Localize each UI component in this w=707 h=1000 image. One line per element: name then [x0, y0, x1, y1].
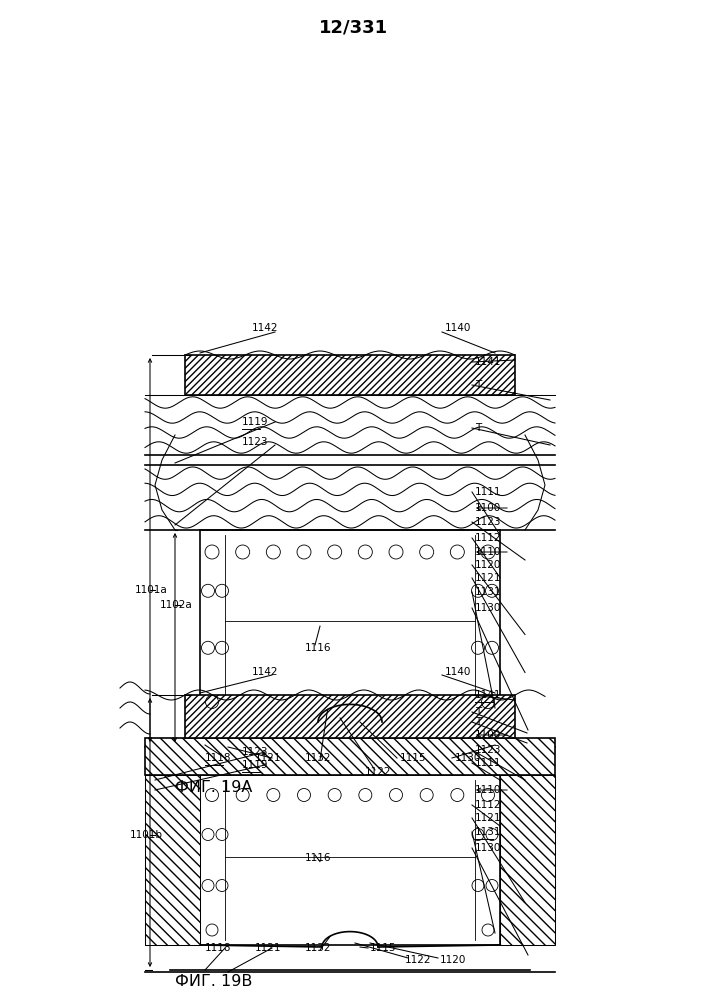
Text: 1101b: 1101b	[130, 830, 163, 840]
Bar	[145, 738, 555, 775]
Text: 1130: 1130	[475, 603, 501, 613]
Text: 1121: 1121	[255, 753, 281, 763]
Bar	[500, 775, 555, 945]
Text: 1131: 1131	[475, 827, 501, 837]
Text: 1130: 1130	[475, 843, 501, 853]
Text: 1141: 1141	[475, 357, 501, 367]
Text: 1115: 1115	[400, 753, 426, 763]
Text: 1112: 1112	[475, 533, 501, 543]
Text: 1112: 1112	[475, 800, 501, 810]
Text: 1121: 1121	[475, 813, 501, 823]
Text: 1100: 1100	[475, 730, 501, 740]
Text: 1120: 1120	[440, 955, 467, 965]
Text: 1115: 1115	[370, 943, 397, 953]
Text: ФИГ. 19А: ФИГ. 19А	[175, 780, 252, 796]
Text: 1118: 1118	[205, 943, 231, 953]
Text: 12/331: 12/331	[319, 19, 388, 37]
Text: 1116: 1116	[305, 853, 332, 863]
Text: T: T	[475, 717, 481, 727]
Text: 1120: 1120	[475, 560, 501, 570]
Text: 1111: 1111	[475, 758, 501, 768]
Bar	[185, 355, 515, 395]
Text: 1123: 1123	[242, 747, 269, 757]
Bar	[200, 530, 500, 720]
Text: 1132: 1132	[305, 943, 332, 953]
Text: T: T	[475, 423, 481, 433]
Text: 1119: 1119	[242, 760, 269, 770]
Text: 1140: 1140	[445, 323, 472, 333]
Bar	[145, 775, 200, 945]
Text: 1116: 1116	[305, 643, 332, 653]
Bar	[185, 695, 515, 738]
Text: 1130: 1130	[455, 753, 481, 763]
Text: 1121: 1121	[475, 573, 501, 583]
Text: 1123: 1123	[475, 517, 501, 527]
Text: 1100: 1100	[475, 503, 501, 513]
Text: 1111: 1111	[475, 487, 501, 497]
Text: 1119: 1119	[242, 417, 269, 427]
Text: ФИГ. 19B: ФИГ. 19B	[175, 974, 252, 990]
Text: 1118: 1118	[205, 753, 231, 763]
Text: 1142: 1142	[252, 667, 279, 677]
Text: 1102a: 1102a	[160, 600, 193, 610]
Text: 1131: 1131	[475, 587, 501, 597]
Text: 1110: 1110	[475, 785, 501, 795]
Text: 1110: 1110	[475, 547, 501, 557]
Bar	[200, 775, 500, 945]
Text: 1123: 1123	[242, 437, 269, 447]
Text: 1142: 1142	[252, 323, 279, 333]
Text: 1122: 1122	[405, 955, 431, 965]
Text: T: T	[475, 707, 481, 717]
Text: 1122: 1122	[365, 767, 392, 777]
Text: 1140: 1140	[445, 667, 472, 677]
Text: 1121: 1121	[255, 943, 281, 953]
Text: 1141: 1141	[475, 690, 501, 700]
Text: 1132: 1132	[305, 753, 332, 763]
Text: 1101a: 1101a	[135, 585, 168, 595]
Text: 1123: 1123	[475, 745, 501, 755]
Text: T: T	[475, 380, 481, 390]
